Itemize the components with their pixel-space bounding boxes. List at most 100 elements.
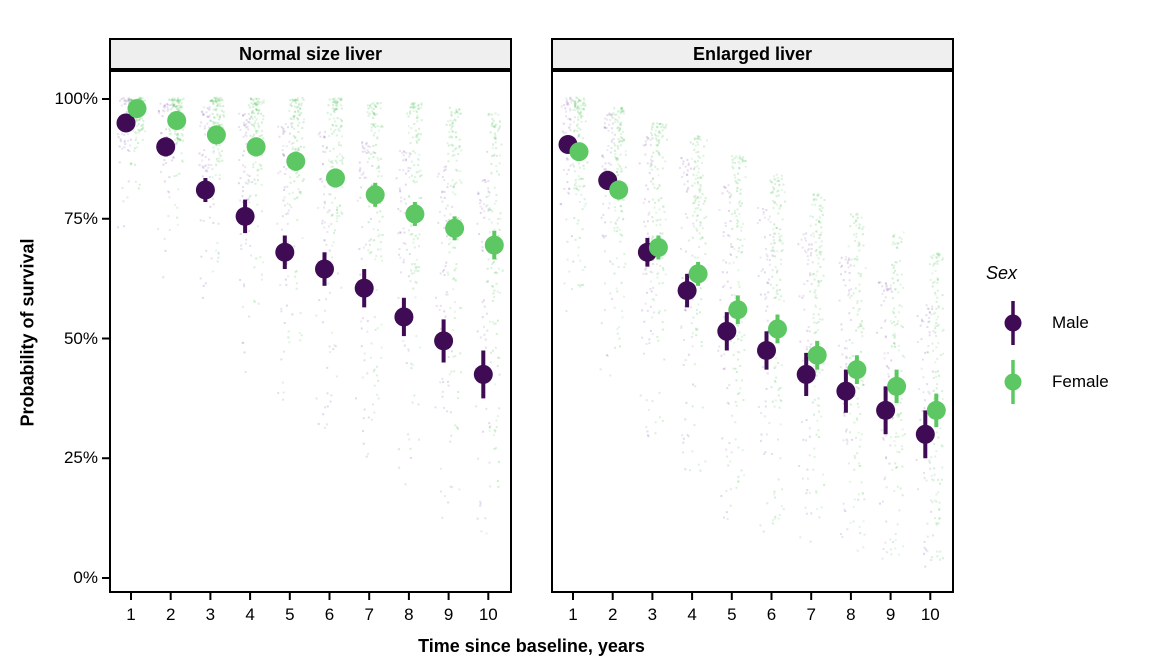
male-jitter-dot (805, 348, 808, 351)
male-jitter-dot (242, 154, 245, 157)
female-jitter-dot (621, 210, 624, 213)
female-jitter-dot (816, 297, 819, 300)
female-jitter-dot (454, 112, 457, 115)
female-jitter-dot (652, 235, 655, 238)
male-jitter-dot (485, 407, 488, 410)
female-jitter-dot (734, 161, 737, 164)
female-jitter-dot (489, 351, 492, 354)
female-jitter-dot (735, 190, 738, 193)
male-jitter-dot (207, 115, 210, 118)
female-jitter-dot (650, 163, 653, 166)
female-jitter-dot (248, 180, 251, 183)
female-jitter-dot (893, 264, 896, 267)
male-jitter-dot (765, 296, 768, 299)
male-jitter-dot (767, 291, 770, 294)
male-jitter-dot (842, 502, 845, 505)
female-jitter-dot (774, 365, 777, 368)
female-jitter-dot (779, 205, 782, 208)
female-jitter-dot (331, 201, 334, 204)
male-jitter-dot (279, 170, 282, 173)
female-jitter-dot (892, 266, 895, 269)
female-jitter-dot (181, 159, 184, 162)
male-jitter-dot (560, 105, 563, 108)
female-jitter-dot (250, 115, 253, 118)
male-jitter-dot (362, 417, 365, 420)
female-jitter-dot (622, 218, 625, 221)
female-jitter-dot (739, 179, 742, 182)
female-jitter-dot (658, 184, 661, 187)
male-jitter-dot (361, 376, 364, 379)
male-jitter-dot (684, 212, 687, 215)
female-jitter-dot (655, 137, 658, 140)
female-jitter-dot (616, 328, 619, 331)
female-jitter-dot (734, 438, 737, 441)
female-jitter-dot (898, 413, 901, 416)
male-jitter-dot (801, 359, 804, 362)
female-jitter-dot (218, 118, 221, 121)
male-jitter-dot (405, 158, 408, 161)
female-jitter-dot (260, 167, 263, 170)
female-jitter-dot (770, 191, 773, 194)
female-jitter-dot (731, 165, 734, 168)
female-jitter-dot (336, 155, 339, 158)
male-jitter-dot (885, 284, 888, 287)
male-jitter-dot (721, 286, 724, 289)
female-jitter-dot (661, 267, 664, 270)
female-jitter-dot (694, 327, 697, 330)
female-jitter-dot (496, 222, 499, 225)
male-jitter-dot (806, 477, 809, 480)
female-jitter-dot (575, 193, 578, 196)
female-jitter-dot (656, 126, 659, 129)
male-jitter-dot (207, 163, 210, 166)
female-jitter-dot (496, 319, 499, 322)
female-jitter-dot (858, 244, 861, 247)
male-jitter-dot (323, 136, 326, 139)
male-jitter-dot (322, 163, 325, 166)
female-jitter-dot (492, 154, 495, 157)
female-jitter-dot (377, 165, 380, 168)
female-jitter-dot (417, 270, 420, 273)
female-jitter-dot (856, 397, 859, 400)
female-jitter-dot (889, 284, 892, 287)
female-jitter-dot (863, 498, 866, 501)
female-jitter-dot (737, 338, 740, 341)
male-jitter-dot (481, 180, 484, 183)
male-jitter-dot (369, 217, 372, 220)
male-jitter-dot (848, 338, 851, 341)
female-jitter-dot (335, 220, 338, 223)
female-jitter-dot (935, 260, 938, 263)
female-jitter-dot (848, 296, 851, 299)
female-jitter-dot (179, 139, 182, 142)
female-jitter-dot (129, 162, 132, 165)
male-jitter-dot (282, 131, 285, 134)
female-jitter-dot (494, 137, 497, 140)
female-jitter-dot (616, 157, 619, 160)
male-jitter-dot (763, 415, 766, 418)
female-jitter-dot (781, 218, 784, 221)
male-jitter-dot (801, 246, 804, 249)
male-jitter-dot (609, 374, 612, 377)
male-jitter-dot (765, 253, 768, 256)
female-jitter-dot (179, 137, 182, 140)
male-jitter-dot (638, 162, 641, 165)
male-jitter-dot (120, 104, 123, 107)
male-jitter-dot (611, 297, 614, 300)
female-jitter-dot (776, 180, 779, 183)
female-jitter-dot (770, 386, 773, 389)
female-jitter-dot (372, 111, 375, 114)
female-jitter-dot (613, 113, 616, 116)
female-jitter-dot (583, 184, 586, 187)
female-jitter-dot (449, 135, 452, 138)
male-jitter-dot (684, 418, 687, 421)
female-jitter-dot (775, 284, 778, 287)
female-jitter-dot (178, 106, 181, 109)
female-jitter-dot (936, 289, 939, 292)
female-jitter-dot (254, 104, 257, 107)
female-jitter-dot (413, 181, 416, 184)
male-jitter-dot (326, 405, 329, 408)
male-jitter-dot (243, 124, 246, 127)
female-jitter-dot (211, 120, 214, 123)
female-jitter-dot (129, 98, 132, 101)
male-jitter-dot (129, 138, 132, 141)
male-jitter-dot (760, 433, 763, 436)
